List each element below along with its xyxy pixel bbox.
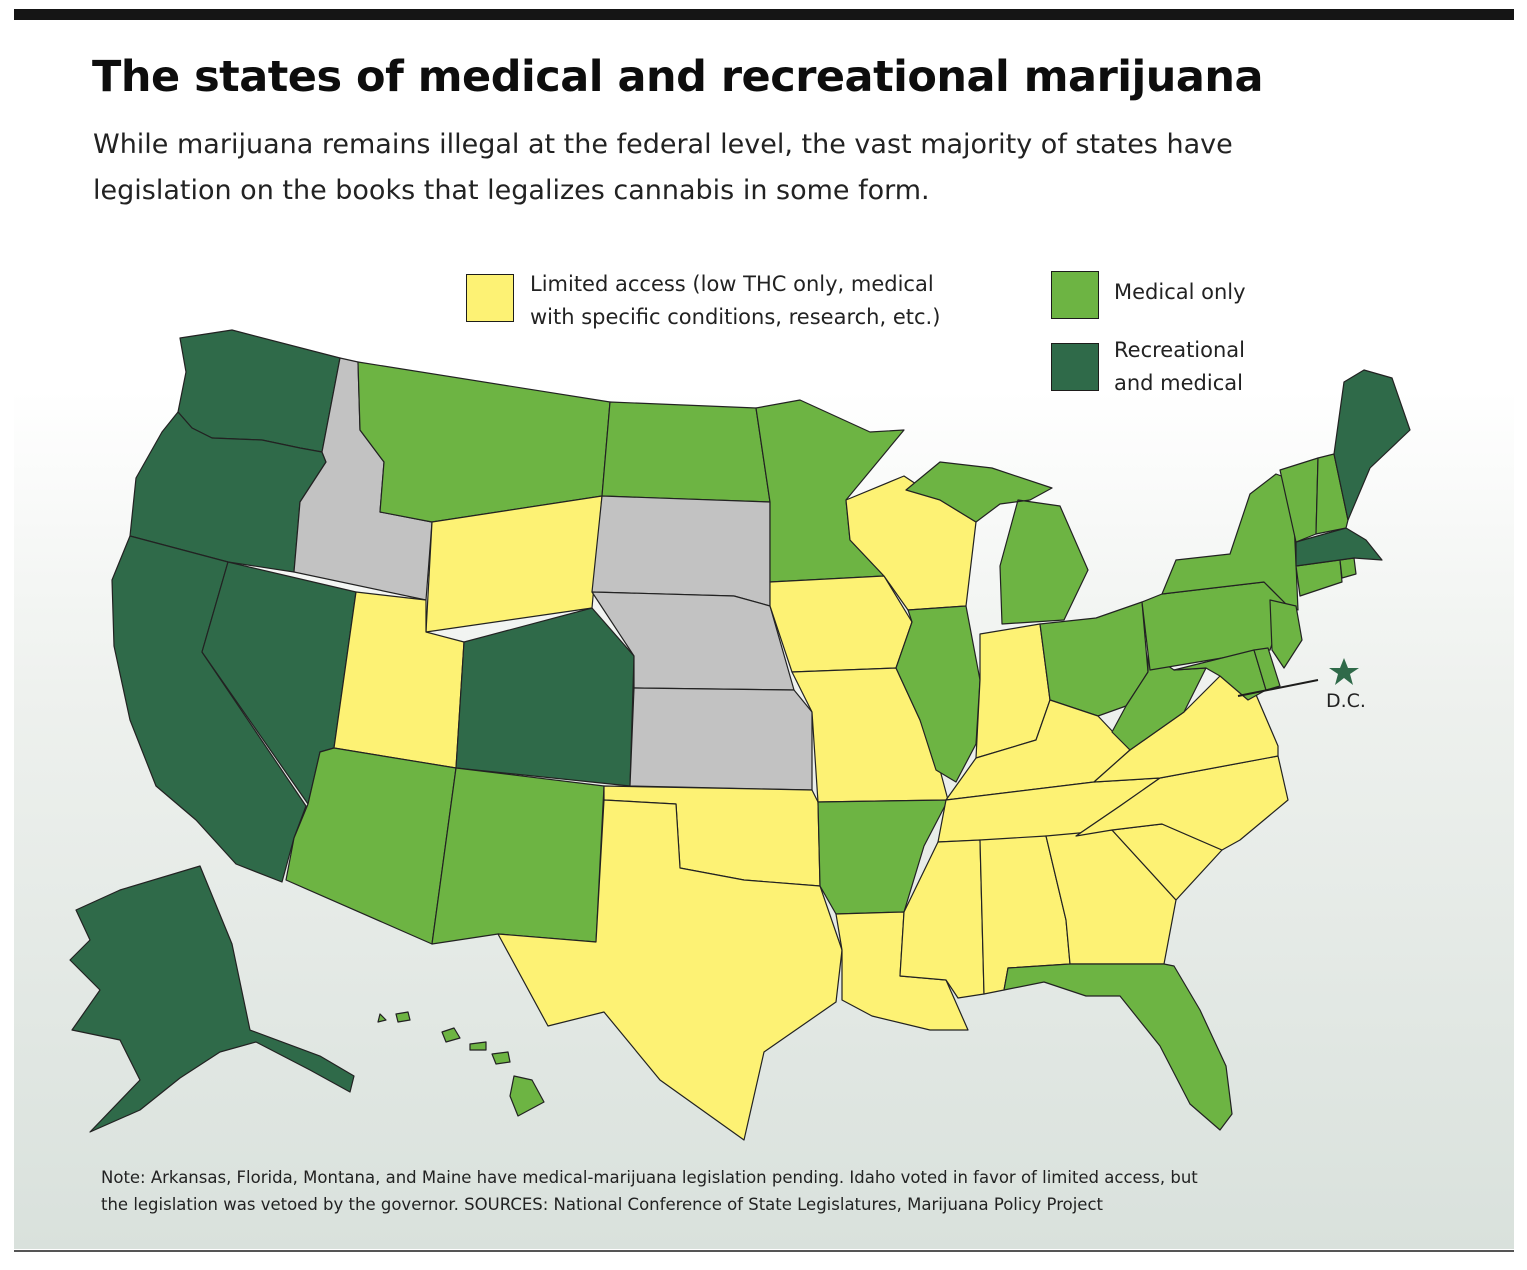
subtitle-line: legislation on the books that legalizes … bbox=[93, 175, 930, 206]
state-hawaii[interactable] bbox=[377, 1011, 545, 1117]
dc-star-icon[interactable] bbox=[1329, 658, 1359, 685]
subtitle-line: While marijuana remains illegal at the f… bbox=[93, 129, 1233, 160]
state-kansas[interactable] bbox=[629, 687, 813, 791]
page-title: The states of medical and recreational m… bbox=[92, 52, 1264, 102]
dc-label: D.C. bbox=[1326, 690, 1366, 712]
state-new-jersey[interactable] bbox=[1269, 599, 1303, 669]
state-new-hampshire[interactable] bbox=[1315, 453, 1349, 535]
state-texas[interactable] bbox=[497, 799, 843, 1141]
footnote-line: Note: Arkansas, Florida, Montana, and Ma… bbox=[101, 1168, 1198, 1187]
subtitle: While marijuana remains illegal at the f… bbox=[93, 122, 1393, 214]
dc-leader-line bbox=[1237, 679, 1319, 697]
legend-label-limited-line2: with specific conditions, research, etc.… bbox=[530, 305, 941, 329]
state-south-dakota[interactable] bbox=[591, 495, 771, 607]
legend-swatch-medical bbox=[1051, 271, 1099, 319]
legend-swatch-recreational bbox=[1051, 343, 1099, 391]
top-rule bbox=[14, 9, 1514, 20]
state-north-carolina[interactable] bbox=[1075, 755, 1289, 851]
state-north-dakota[interactable] bbox=[601, 401, 771, 503]
legend-label-recreational-line2: and medical bbox=[1114, 371, 1243, 395]
state-maine[interactable] bbox=[1333, 369, 1411, 521]
state-new-mexico[interactable] bbox=[431, 767, 605, 945]
legend-label-recreational-line1: Recreational bbox=[1114, 338, 1246, 362]
state-delaware[interactable] bbox=[1253, 647, 1281, 691]
bottom-rule bbox=[14, 1250, 1514, 1252]
state-michigan[interactable] bbox=[905, 461, 1089, 625]
state-rhode-island[interactable] bbox=[1339, 557, 1357, 579]
state-alaska[interactable] bbox=[69, 865, 355, 1133]
state-montana[interactable] bbox=[357, 361, 611, 523]
footnote-line: the legislation was vetoed by the govern… bbox=[101, 1195, 1103, 1214]
legend-swatch-limited bbox=[466, 274, 514, 322]
legend-label-limited-line1: Limited access (low THC only, medical bbox=[530, 272, 934, 296]
state-illinois[interactable] bbox=[895, 605, 981, 783]
state-florida[interactable] bbox=[1003, 963, 1233, 1131]
state-iowa[interactable] bbox=[769, 575, 913, 673]
state-colorado[interactable] bbox=[455, 607, 635, 787]
footnote: Note: Arkansas, Florida, Montana, and Ma… bbox=[101, 1164, 1421, 1218]
legend-label-medical: Medical only bbox=[1114, 280, 1246, 304]
